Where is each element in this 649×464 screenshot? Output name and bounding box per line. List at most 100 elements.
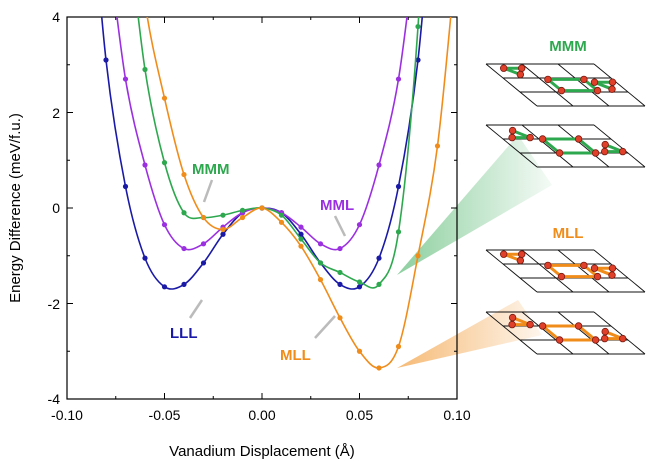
x-tick-label: 0.05 (346, 407, 373, 423)
x-tick-label: -0.05 (149, 407, 181, 423)
mmm-data-point (337, 269, 343, 276)
lattice-atom (591, 336, 600, 344)
mmm-data-point (220, 212, 226, 218)
mml-data-point (161, 222, 168, 228)
mll-data-point (181, 171, 187, 178)
mml-data-point (337, 245, 343, 252)
lattice-atom (608, 271, 616, 279)
lattice-insets (485, 63, 646, 355)
mll-data-point (415, 253, 421, 259)
mml-leader-line (333, 215, 347, 237)
lll-data-point (298, 231, 304, 237)
lattice-atom (593, 272, 602, 281)
lattice-atom (508, 320, 516, 329)
lattice-atom (608, 264, 617, 272)
mmm-data-point (298, 236, 304, 242)
mmm-data-point (181, 210, 187, 216)
lattice-atom (508, 126, 517, 135)
inset-top-title: MMM (549, 38, 587, 55)
y-tick-label: 4 (52, 9, 60, 25)
mll-series-label: MLL (280, 347, 311, 364)
mmm-series (137, 17, 421, 289)
lattice-atom (608, 85, 616, 93)
lll-series (100, 17, 424, 290)
lll-data-point (337, 281, 343, 287)
lattice-edge (593, 311, 646, 355)
lattice-edge (593, 63, 646, 107)
mmm-leader-line (202, 179, 214, 203)
mll-callout-wedge (397, 300, 542, 368)
lll-data-point (395, 183, 402, 190)
mml-data-point (181, 245, 187, 252)
lll-data-point (415, 57, 421, 63)
mml-data-point (200, 241, 207, 247)
lattice-edge (485, 63, 538, 107)
lattice-atom (518, 250, 526, 258)
lll-data-point (103, 57, 109, 63)
y-tick-label: 2 (52, 105, 60, 121)
lattice-atom (544, 261, 552, 270)
lattice-edge (557, 249, 610, 293)
mmm-data-point (376, 281, 382, 287)
mml-series (116, 17, 408, 252)
lattice-atom (544, 75, 552, 84)
lattice-edge (557, 63, 610, 107)
lattice-atom (516, 256, 525, 265)
lattice-atom (500, 64, 508, 72)
mmm-curve (137, 17, 420, 289)
mll-data-point (395, 343, 402, 350)
mll-data-point (434, 143, 441, 149)
mll-data-point (278, 219, 285, 225)
mmm-data-point (142, 66, 148, 73)
lattice-atom (508, 133, 516, 142)
lll-data-point (161, 284, 168, 290)
lattice-panel (485, 63, 646, 107)
mll-data-point (317, 277, 324, 283)
mml-data-point (122, 76, 129, 82)
lattice-atom (619, 147, 627, 156)
lll-data-point (376, 255, 382, 261)
mll-data-point (356, 348, 363, 354)
mll-data-point (200, 214, 207, 221)
mmm-data-point (317, 260, 324, 266)
inset-bottom-title: MLL (553, 225, 584, 242)
lattice-atom (557, 272, 566, 281)
mll-data-point (142, 0, 147, 5)
y-tick-label: -4 (48, 391, 61, 407)
mmm-data-point (415, 23, 421, 30)
mll-data-point (337, 315, 343, 321)
x-tick-label: 0.10 (443, 407, 470, 423)
lattice-atom (619, 334, 627, 343)
lattice-edge (485, 249, 538, 293)
lattice-atom (574, 322, 583, 330)
lattice-atom (557, 86, 566, 95)
mmm-callout-wedge (397, 135, 552, 275)
lattice-panel (485, 311, 646, 355)
mml-data-point (395, 76, 402, 82)
lattice-edge (521, 311, 574, 355)
lll-data-point (220, 231, 226, 237)
lattice-atom (526, 320, 534, 329)
lattice-atom (508, 313, 517, 322)
lattice-edge (521, 124, 574, 168)
lll-data-point (122, 183, 129, 190)
lattice-edge (557, 124, 610, 168)
mmm-data-point (356, 279, 363, 285)
mmm-data-point (395, 229, 402, 235)
mml-data-point (142, 162, 148, 168)
mll-leader-line (314, 315, 336, 339)
lattice-edge (521, 63, 574, 107)
lattice-atom (580, 75, 588, 84)
lattice-atom (601, 334, 609, 343)
lll-leader-line (188, 299, 204, 319)
lattice-atom (601, 147, 609, 156)
mll-data-point (259, 205, 265, 211)
lattice-edge (485, 124, 538, 168)
mmm-data-point (161, 160, 168, 166)
lattice-atom (590, 78, 599, 86)
lll-data-point (200, 260, 207, 266)
mll-data-point (161, 95, 168, 101)
mmm-series-label: MMM (192, 161, 230, 178)
lll-data-point (181, 281, 187, 287)
lattice-edge (593, 249, 646, 293)
